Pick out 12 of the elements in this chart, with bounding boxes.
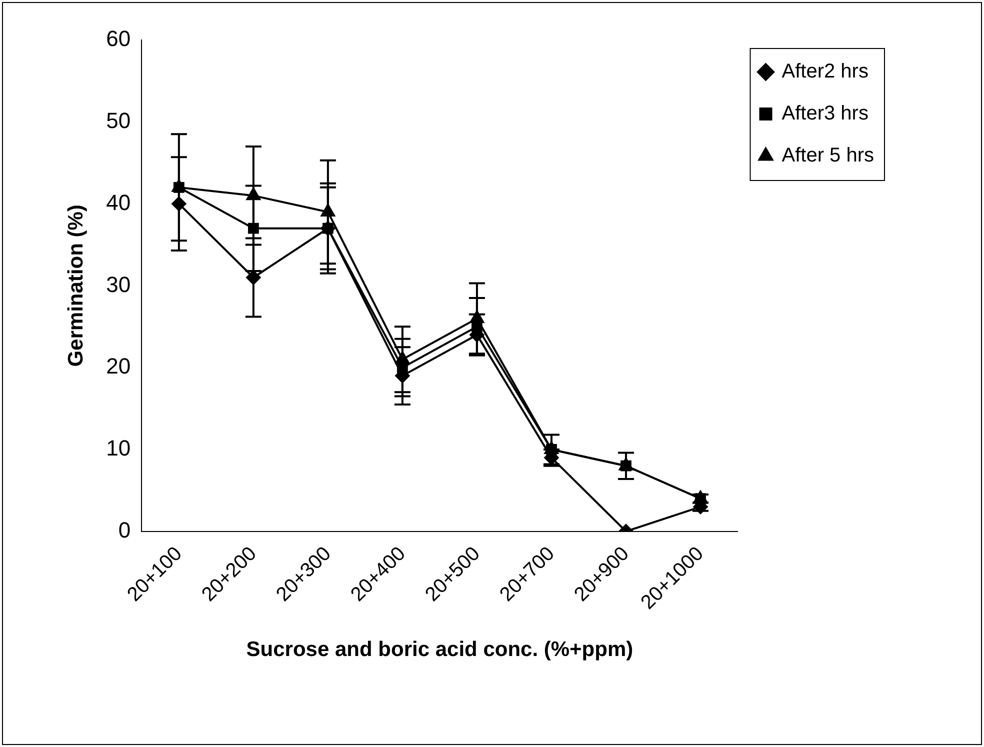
y-tick-label: 0: [118, 517, 131, 542]
y-tick-label: 20: [106, 354, 131, 379]
y-tick-label: 40: [106, 190, 131, 215]
y-tick-label: 50: [106, 108, 131, 133]
legend-label: After3 hrs: [782, 102, 868, 125]
y-axis-title: Germination (%): [64, 204, 88, 367]
legend-label: After 5 hrs: [782, 144, 874, 167]
y-tick-label: 60: [106, 26, 131, 52]
legend-label: After2 hrs: [782, 60, 868, 83]
y-tick-label: 30: [106, 272, 131, 297]
x-axis-title: Sucrose and boric acid conc. (%+ppm): [246, 638, 634, 662]
y-tick-label: 10: [106, 436, 131, 461]
